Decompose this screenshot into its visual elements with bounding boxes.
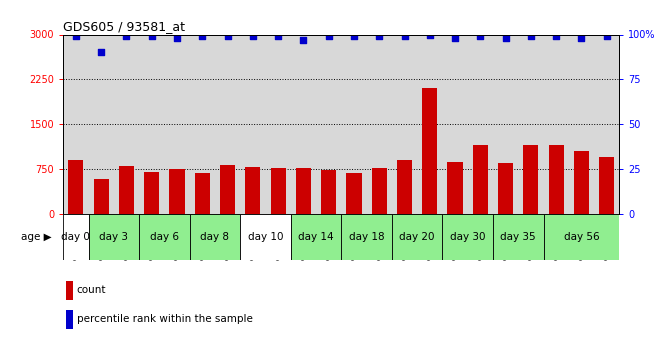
Bar bbox=[397, 160, 412, 214]
Bar bbox=[245, 167, 260, 214]
Bar bbox=[599, 157, 614, 214]
Bar bbox=[139, 214, 190, 260]
Text: day 10: day 10 bbox=[248, 232, 283, 242]
Bar bbox=[63, 214, 89, 260]
Bar bbox=[89, 214, 139, 260]
Bar bbox=[296, 168, 311, 214]
Point bbox=[374, 33, 384, 39]
Bar bbox=[493, 214, 543, 260]
Bar bbox=[194, 173, 210, 214]
Bar bbox=[144, 172, 159, 214]
Text: day 35: day 35 bbox=[500, 232, 536, 242]
Point bbox=[147, 33, 157, 39]
Point bbox=[424, 32, 435, 37]
Text: day 20: day 20 bbox=[400, 232, 435, 242]
Bar bbox=[498, 163, 513, 214]
Bar bbox=[190, 214, 240, 260]
Text: age ▶: age ▶ bbox=[21, 232, 52, 242]
Point bbox=[121, 33, 132, 39]
Text: day 56: day 56 bbox=[563, 232, 599, 242]
Bar bbox=[66, 281, 73, 299]
Bar bbox=[392, 214, 442, 260]
Point bbox=[551, 33, 561, 39]
Point bbox=[324, 33, 334, 39]
Point bbox=[525, 33, 536, 39]
Bar bbox=[442, 214, 493, 260]
Point bbox=[71, 33, 81, 39]
Bar bbox=[270, 168, 286, 214]
Text: day 6: day 6 bbox=[150, 232, 179, 242]
Point bbox=[248, 33, 258, 39]
Point bbox=[197, 33, 208, 39]
Point bbox=[475, 33, 486, 39]
Bar bbox=[543, 214, 619, 260]
Bar bbox=[66, 310, 73, 329]
Point bbox=[348, 33, 359, 39]
Point bbox=[500, 35, 511, 41]
Text: GDS605 / 93581_at: GDS605 / 93581_at bbox=[63, 20, 185, 33]
Bar bbox=[240, 214, 291, 260]
Bar bbox=[473, 145, 488, 214]
Text: day 18: day 18 bbox=[349, 232, 384, 242]
Point bbox=[298, 37, 309, 43]
Bar bbox=[291, 214, 341, 260]
Point bbox=[450, 35, 460, 41]
Bar bbox=[169, 169, 184, 214]
Text: day 3: day 3 bbox=[99, 232, 129, 242]
Bar bbox=[346, 172, 362, 214]
Text: percentile rank within the sample: percentile rank within the sample bbox=[77, 315, 252, 324]
Bar bbox=[119, 166, 134, 214]
Bar bbox=[372, 168, 387, 214]
Bar bbox=[422, 88, 438, 214]
Bar bbox=[448, 162, 463, 214]
Bar bbox=[321, 170, 336, 214]
Text: day 30: day 30 bbox=[450, 232, 486, 242]
Point bbox=[222, 33, 233, 39]
Point bbox=[96, 50, 107, 55]
Point bbox=[172, 35, 182, 41]
Point bbox=[399, 33, 410, 39]
Text: count: count bbox=[77, 285, 106, 295]
Bar bbox=[342, 214, 392, 260]
Text: day 8: day 8 bbox=[200, 232, 229, 242]
Point bbox=[601, 33, 612, 39]
Bar bbox=[523, 145, 539, 214]
Text: day 0: day 0 bbox=[61, 232, 91, 242]
Bar bbox=[574, 151, 589, 214]
Bar bbox=[549, 145, 563, 214]
Text: day 14: day 14 bbox=[298, 232, 334, 242]
Bar bbox=[69, 160, 83, 214]
Bar bbox=[94, 179, 109, 214]
Point bbox=[576, 35, 587, 41]
Bar bbox=[220, 166, 235, 214]
Point bbox=[273, 33, 284, 39]
